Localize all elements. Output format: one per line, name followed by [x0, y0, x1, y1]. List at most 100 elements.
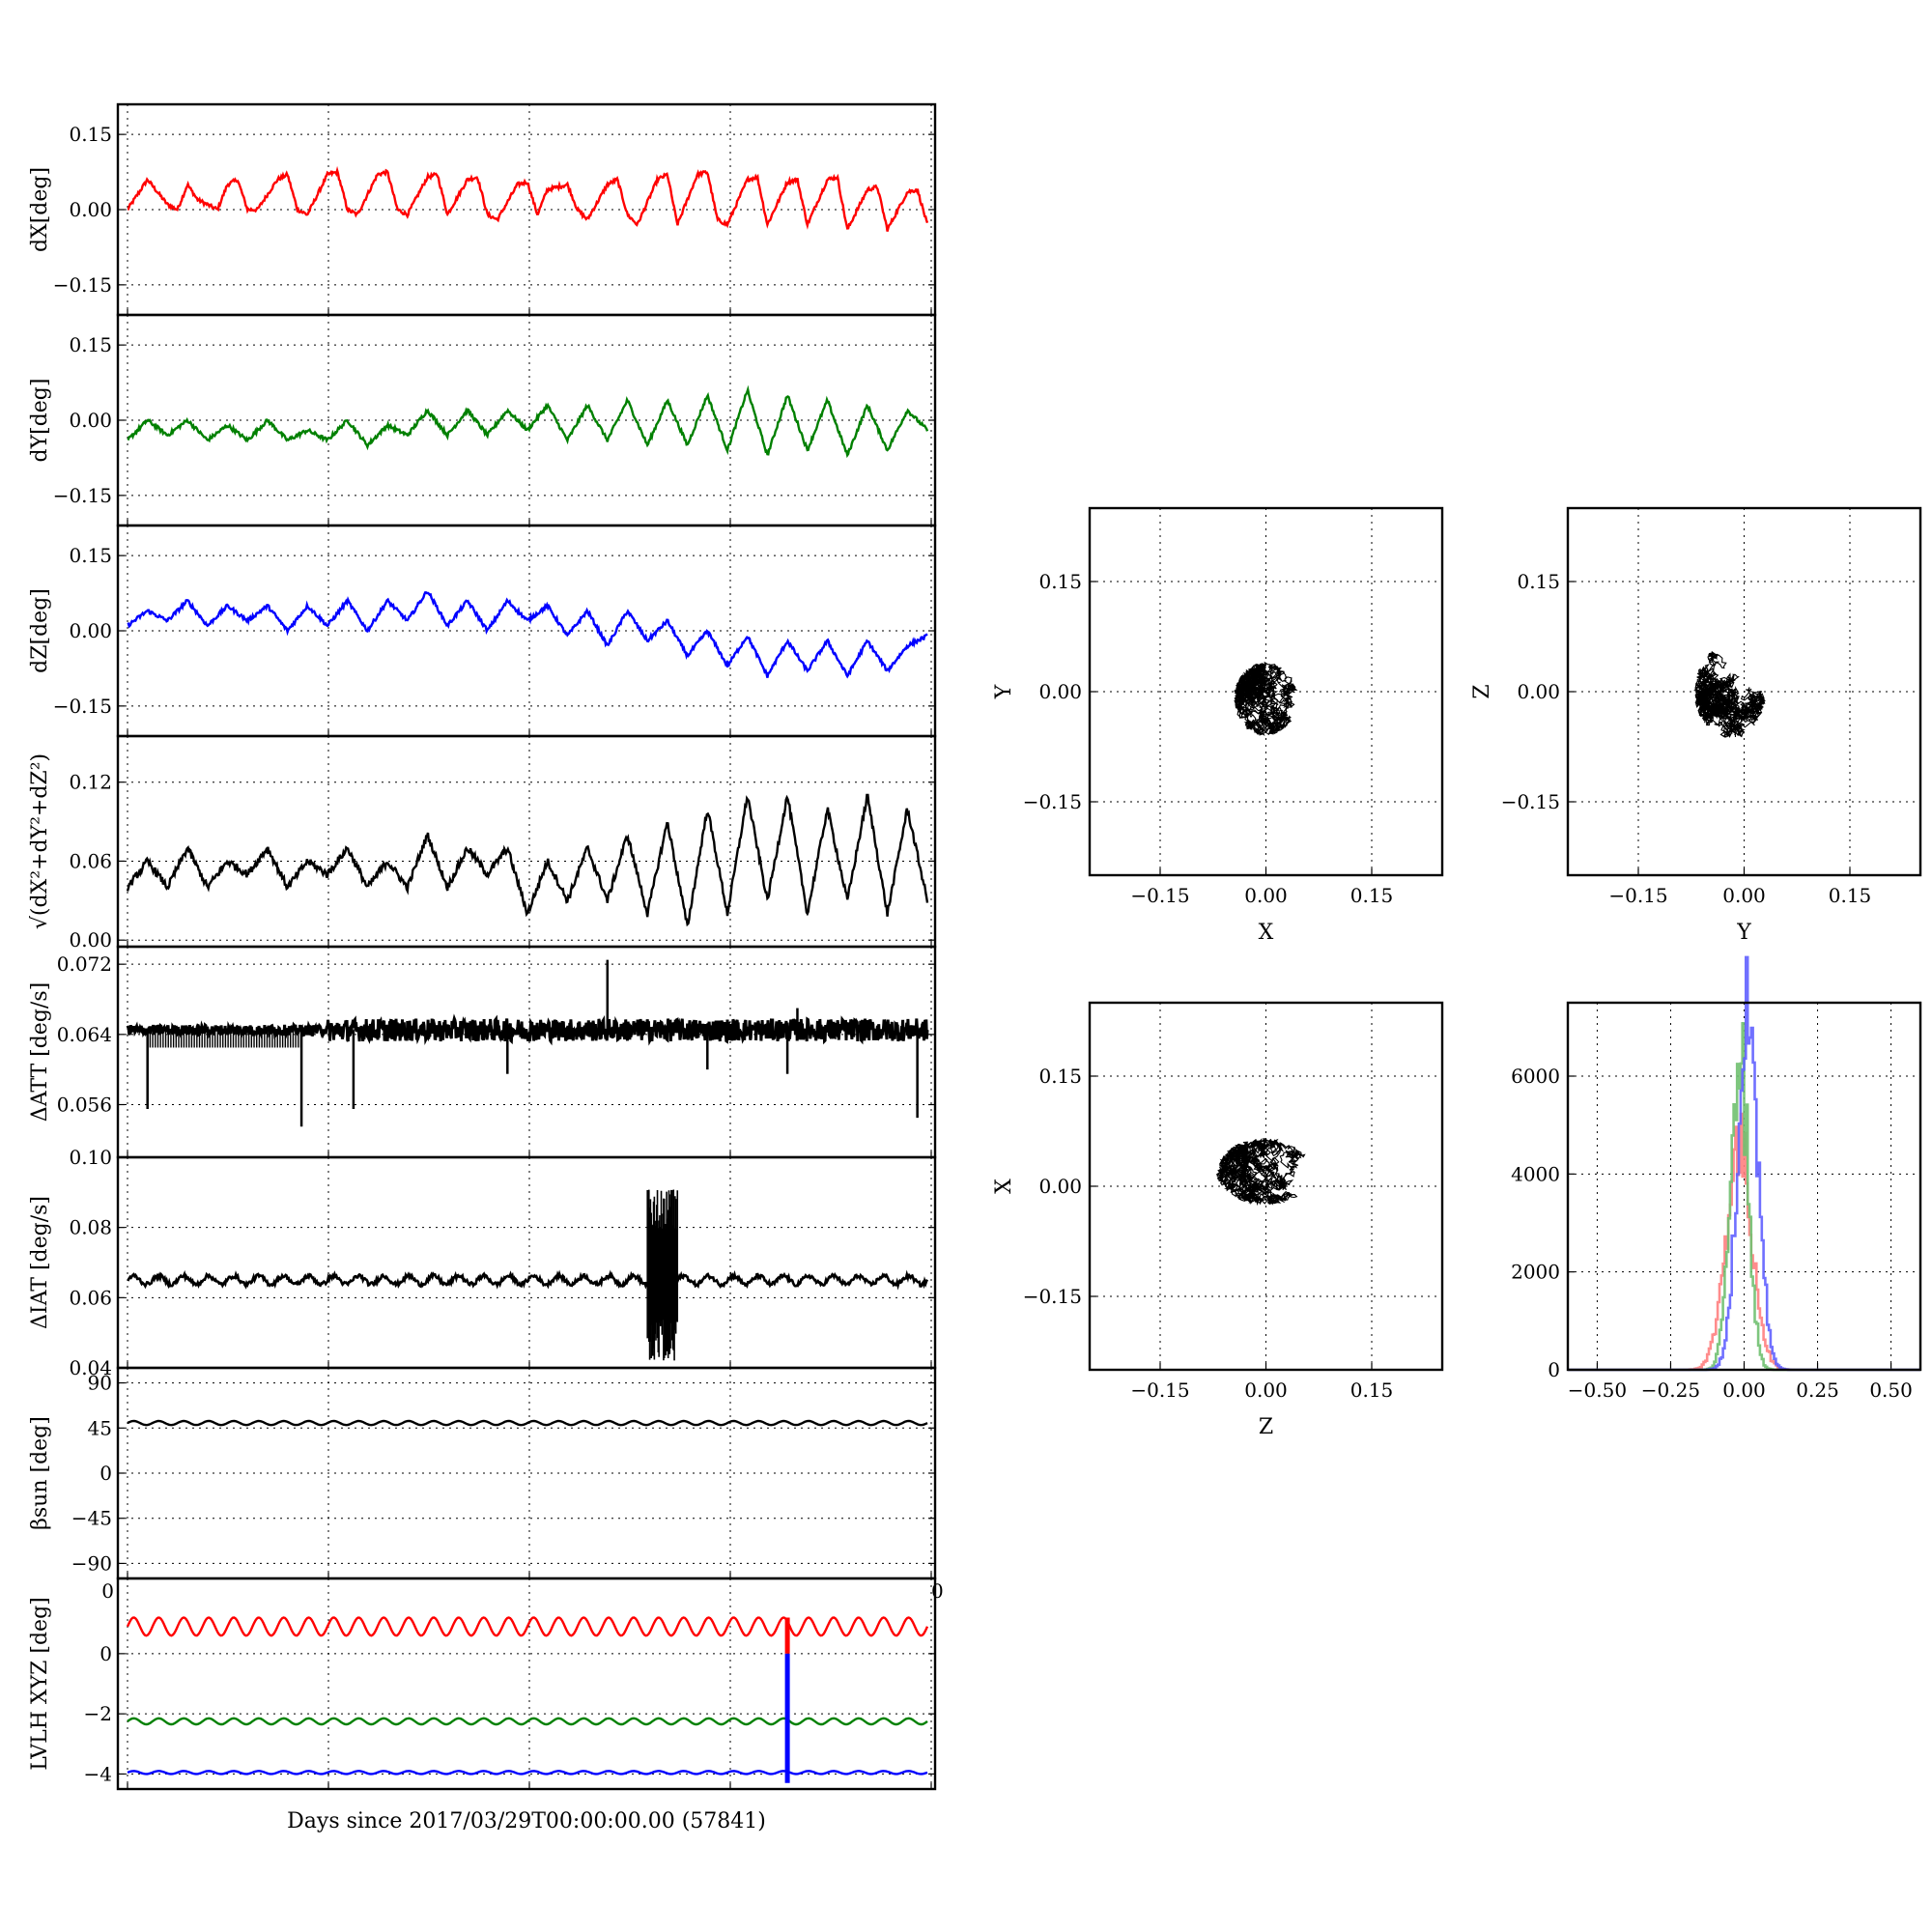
ytick-label: 0.056: [57, 1094, 112, 1117]
panel-dIAT: 0.04 0.06 0.08 0.10 ΔIAT [deg/s]: [28, 1146, 937, 1379]
xtick-label: 0.00: [1722, 884, 1766, 907]
ytick-label: 0.15: [69, 333, 112, 356]
scatter-trace: [1233, 661, 1298, 737]
ytick-label: 0.04: [69, 1356, 112, 1379]
figure-xlabel: Days since 2017/03/29T00:00:00.00 (57841…: [287, 1809, 766, 1833]
series-beta: [127, 1419, 928, 1427]
ytick-label: 0.08: [69, 1216, 112, 1239]
xtick-label: 0.00: [1722, 1378, 1766, 1402]
ytick-label: −4: [84, 1762, 112, 1785]
xtick-label: 0.25: [1796, 1378, 1839, 1402]
xtick-label: −0.15: [1130, 1378, 1189, 1402]
ylabel: X: [992, 1179, 1016, 1194]
xtick-label: −0.15: [1608, 884, 1667, 907]
panel-scatter_xy: −0.15 −0.15 0.00 0.00 0.15 0.15 X Y: [992, 506, 1444, 945]
panel-beta: −90 −45 0 45 90 βsun [deg]: [28, 1366, 937, 1580]
scatter-trace: [1215, 1138, 1306, 1207]
ylabel: Y: [992, 684, 1016, 699]
ylabel: ΔATT [deg/s]: [28, 982, 52, 1122]
xtick-label: −0.25: [1641, 1378, 1700, 1402]
ylabel: LVLH XYZ [deg]: [28, 1597, 52, 1771]
series-dIAT: [127, 1189, 929, 1361]
ytick-label: 6000: [1511, 1065, 1560, 1088]
ytick-label: 45: [88, 1416, 112, 1439]
axes-frame: [116, 1577, 937, 1791]
ytick-label: −0.15: [53, 273, 112, 297]
series-line: [127, 1269, 929, 1291]
ytick-label: 90: [88, 1372, 112, 1395]
ytick-label: 0.00: [69, 928, 112, 952]
series-dX: [127, 165, 929, 232]
series-line: [127, 384, 929, 459]
axes-frame: [1088, 1001, 1444, 1372]
ytick-label: 2000: [1511, 1261, 1560, 1284]
timeseries-panels: −0.150.000.15dX[deg]−0.150.000.15dY[deg]…: [28, 102, 944, 1791]
panel-dY: −0.15 0.00 0.15 dY[deg]: [28, 313, 937, 527]
ytick-label: 0.00: [69, 198, 112, 221]
series-line-1: [127, 1717, 928, 1726]
ytick-label: −45: [71, 1507, 112, 1530]
ylabel: βsun [deg]: [28, 1416, 52, 1530]
ytick-label: −0.15: [1023, 1285, 1082, 1308]
xtick-label: 0.50: [1869, 1378, 1913, 1402]
ytick-label: 0.12: [69, 771, 112, 794]
series-dR: [126, 793, 929, 927]
ylabel: dX[deg]: [28, 167, 52, 252]
series-line: [127, 1419, 928, 1427]
series-dY: [127, 384, 929, 459]
ytick-label: 0.064: [57, 1023, 112, 1046]
xtick-label: 0.00: [1244, 1378, 1288, 1402]
ylabel: √(dX²+dY²+dZ²): [28, 753, 52, 929]
ytick-label: 0.15: [1038, 1065, 1082, 1088]
xtick-label: 0.15: [1350, 884, 1394, 907]
axes-frame: [1566, 1001, 1922, 1372]
ytick-label: 0: [1548, 1358, 1560, 1381]
ytick-label: −0.15: [1023, 790, 1082, 813]
ytick-label: 0: [99, 1642, 112, 1665]
ytick-label: 0.15: [69, 123, 112, 146]
ytick-label: 0.00: [1038, 1175, 1082, 1198]
panel-scatter_zx: −0.15 −0.15 0.00 0.00 0.15 0.15 Z X: [992, 1001, 1444, 1439]
ylabel: ΔIAT [deg/s]: [28, 1196, 52, 1329]
series-line: [127, 591, 928, 679]
series-lvlh: [126, 1616, 929, 1783]
ytick-label: 0.15: [1517, 570, 1560, 593]
ytick-label: 0.06: [69, 849, 112, 872]
ytick-label: 0.072: [57, 952, 112, 976]
ytick-label: −2: [84, 1702, 112, 1725]
series-line: [126, 1013, 929, 1046]
xtick-label: −0.15: [1130, 884, 1189, 907]
ylabel: Z: [1470, 684, 1494, 698]
ytick-label: 0.00: [1517, 680, 1560, 703]
series-line: [127, 165, 929, 232]
axes-frame: [1566, 506, 1922, 877]
ytick-label: 0.00: [69, 409, 112, 432]
ytick-label: 0.10: [69, 1146, 112, 1169]
xlabel: X: [1259, 921, 1274, 945]
scatter-panels: −0.15 −0.15 0.00 0.00 0.15 0.15 X Y −0.15 −0.15 0.…: [992, 506, 1922, 1439]
ytick-label: 0.00: [1038, 680, 1082, 703]
xlabel: Y: [1736, 921, 1751, 945]
series-line-0: [126, 1616, 929, 1637]
ytick-label: 0.06: [69, 1286, 112, 1309]
xlabel: Z: [1259, 1415, 1273, 1439]
corner-label-right: 0: [931, 1579, 944, 1603]
ytick-label: −90: [71, 1551, 112, 1575]
axes-frame: [1088, 506, 1444, 877]
ytick-label: 4000: [1511, 1162, 1560, 1185]
series-line: [126, 793, 929, 927]
ytick-label: −0.15: [53, 695, 112, 718]
series-dZ: [127, 591, 928, 679]
series-dATT: [126, 959, 929, 1127]
series-line-2: [127, 1770, 928, 1776]
ytick-label: 0: [99, 1462, 112, 1485]
ytick-label: 0.15: [1038, 570, 1082, 593]
ytick-label: −0.15: [53, 484, 112, 507]
ylabel: dZ[deg]: [28, 588, 52, 673]
xtick-label: 0.15: [1829, 884, 1872, 907]
panel-scatter_yz: −0.15 −0.15 0.00 0.00 0.15 0.15 Y Z: [1470, 506, 1922, 945]
ytick-label: 0.15: [69, 544, 112, 567]
